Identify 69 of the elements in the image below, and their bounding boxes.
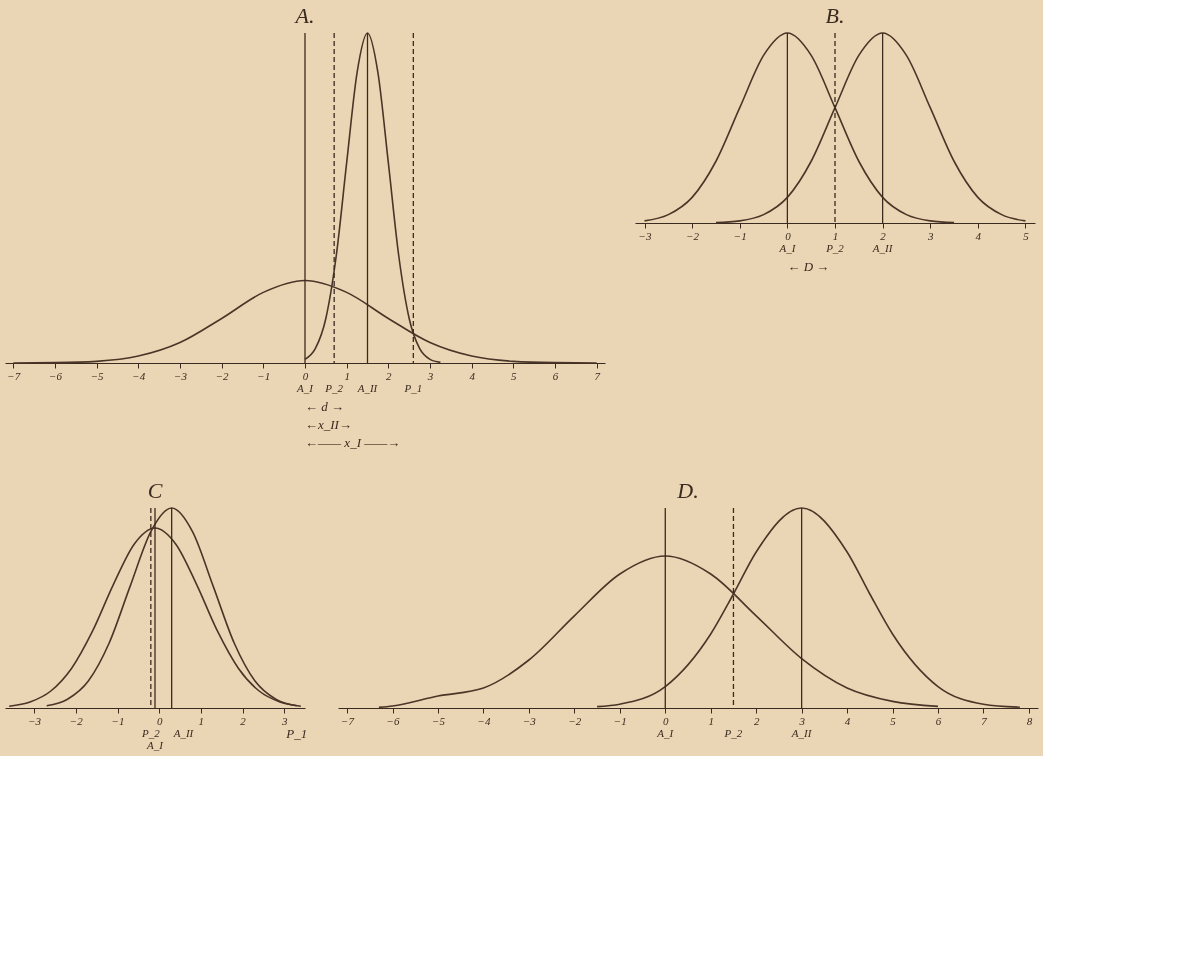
- chart-title: C: [147, 478, 163, 504]
- x-tick-label: −5: [432, 714, 446, 727]
- x-tick-label: 3: [426, 369, 434, 382]
- ref-line-label: A_II: [356, 382, 379, 394]
- x-tick-label: −1: [733, 229, 747, 242]
- x-tick-label: 7: [594, 369, 601, 382]
- x-tick-label: −4: [477, 714, 491, 727]
- x-tick-label: 0: [302, 369, 309, 382]
- ref-line-label: A_I: [656, 727, 675, 739]
- x-tick-label: −3: [28, 714, 42, 727]
- ref-line-label: P_2: [324, 382, 344, 394]
- x-tick-label: 6: [552, 369, 559, 382]
- x-tick-label: −1: [613, 714, 627, 727]
- text: ← d →: [305, 399, 344, 414]
- x-tick-label: 7: [981, 714, 988, 727]
- ref-line-label: A_II: [871, 242, 894, 254]
- x-tick-label: 5: [1023, 229, 1030, 242]
- annotation: P_1: [285, 726, 308, 741]
- text: ← D →: [787, 259, 830, 274]
- x-tick-label: 0: [663, 714, 670, 727]
- x-tick-label: 4: [975, 229, 982, 242]
- x-tick-label: −6: [49, 369, 63, 382]
- x-tick-label: −2: [69, 714, 84, 727]
- x-tick-label: −3: [638, 229, 652, 242]
- ref-line-label: P_2: [723, 727, 743, 739]
- x-tick-label: −7: [7, 369, 21, 382]
- x-tick-label: 4: [469, 369, 476, 382]
- x-tick-label: 3: [926, 229, 934, 242]
- ref-line-label: A_I: [778, 242, 797, 254]
- ref-line-label: P_2: [825, 242, 845, 254]
- ref-line-label: A_I: [296, 382, 315, 394]
- x-tick-label: 3: [280, 714, 288, 727]
- x-tick-label: 1: [344, 369, 350, 382]
- x-tick-label: −3: [522, 714, 537, 727]
- chart-title: D.: [676, 478, 699, 504]
- x-tick-label: 6: [935, 714, 942, 727]
- ref-line-label: A_II: [790, 727, 813, 739]
- chart-title: A.: [293, 3, 315, 29]
- x-tick-label: −3: [174, 369, 188, 382]
- ref-line-label: P_1: [403, 382, 423, 394]
- chart-title: B.: [825, 3, 845, 29]
- x-tick-label: 1: [708, 714, 714, 727]
- text: ←—— x_I ——→: [305, 435, 401, 450]
- x-tick-label: 2: [240, 714, 247, 727]
- ref-line-label: A_II: [172, 727, 195, 739]
- x-tick-label: −1: [257, 369, 271, 382]
- x-tick-label: 2: [753, 714, 760, 727]
- x-tick-label: −4: [132, 369, 146, 382]
- x-tick-label: 4: [844, 714, 851, 727]
- x-tick-label: 8: [1026, 714, 1033, 727]
- x-tick-label: 5: [890, 714, 897, 727]
- x-tick-label: 2: [386, 369, 393, 382]
- x-tick-label: −7: [341, 714, 355, 727]
- x-tick-label: 0: [785, 229, 792, 242]
- ref-line-label: P_2: [140, 727, 161, 739]
- x-tick-label: 2: [880, 229, 887, 242]
- x-tick-label: 0: [156, 714, 163, 727]
- x-tick-label: −6: [386, 714, 400, 727]
- ref-line-label: A_I: [146, 739, 165, 751]
- x-tick-label: −1: [111, 714, 125, 727]
- x-tick-label: −2: [686, 229, 700, 242]
- x-tick-label: 1: [198, 714, 205, 727]
- x-tick-label: 3: [798, 714, 806, 727]
- x-tick-label: −5: [90, 369, 105, 382]
- x-tick-label: −2: [215, 369, 230, 382]
- x-tick-label: 5: [511, 369, 518, 382]
- x-tick-label: 1: [832, 229, 839, 242]
- text: ←x_II→: [305, 417, 352, 432]
- x-tick-label: −2: [568, 714, 582, 727]
